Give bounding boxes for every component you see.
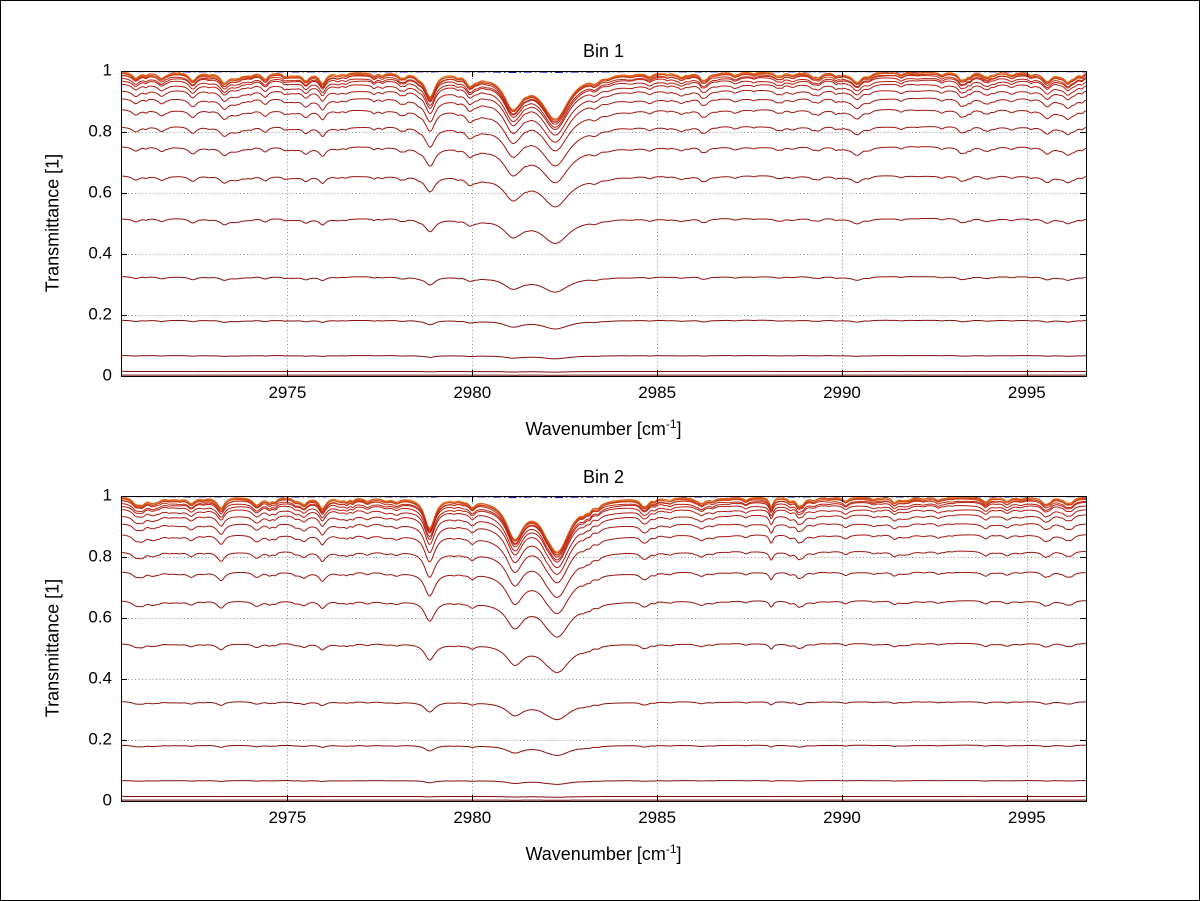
xlabel-superscript: -1 <box>665 417 677 431</box>
xlabel-bracket: ] <box>676 844 682 864</box>
bin-1-title: Bin 1 <box>582 41 625 61</box>
bin-1-x-axis-label: Wavenumber [cm-1] <box>121 417 1086 440</box>
bin-2-title: Bin 2 <box>582 467 625 487</box>
bin-1-y-axis-label: Transmittance [1] <box>42 153 63 293</box>
xlabel-text: Wavenumber [cm <box>525 419 666 439</box>
bin-2-y-axis-label: Transmittance [1] <box>42 578 63 718</box>
xlabel-text: Wavenumber [cm <box>525 844 666 864</box>
xlabel-bracket: ] <box>676 419 682 439</box>
bin-2-x-axis-label: Wavenumber [cm-1] <box>121 842 1086 865</box>
xlabel-superscript: -1 <box>665 842 677 856</box>
